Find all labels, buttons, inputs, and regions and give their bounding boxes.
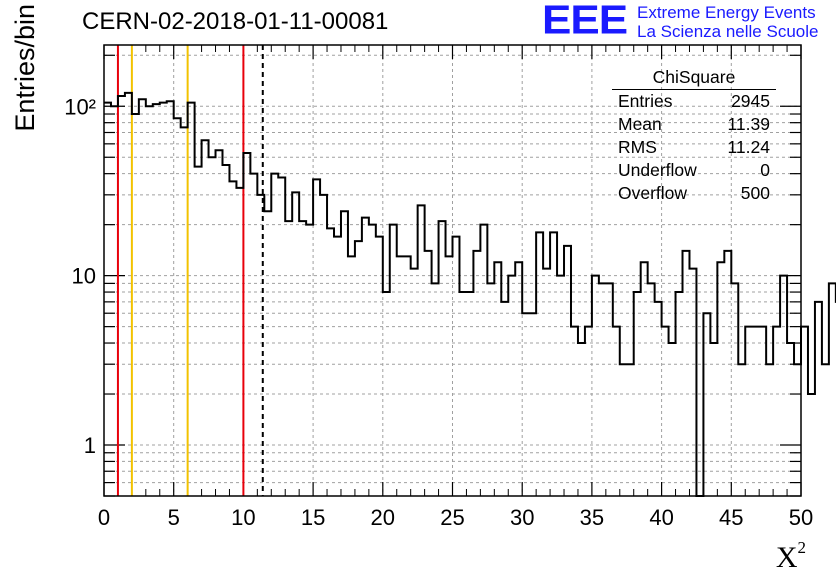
y-tick-label: 1 — [84, 433, 96, 458]
histogram-series — [104, 91, 836, 497]
plot-frame — [103, 44, 802, 497]
x-tick-label: 0 — [98, 505, 110, 530]
stats-title: ChiSquare — [612, 66, 776, 90]
stats-row-value: 11.39 — [727, 114, 771, 134]
stats-row-label: Mean — [618, 114, 662, 134]
x-tick-label: 50 — [789, 505, 813, 530]
stats-row: Mean 11.39 — [612, 113, 776, 136]
stats-row-value: 0 — [760, 160, 770, 180]
stats-row-value: 11.24 — [727, 137, 771, 157]
stats-row-label: Underflow — [618, 160, 697, 180]
stats-rows: Entries 2945 Mean 11.39 RMS 11.24 Underflow 0 Ov… — [612, 90, 776, 205]
stats-box: ChiSquare Entries 2945 Mean 11.39 RMS 11.24 Un… — [612, 66, 776, 205]
tick-labels: 0 5 10 15 20 25 30 35 40 45 50 1 10 10² — [64, 94, 813, 530]
x-axis-label-text: X — [775, 541, 798, 574]
y-tick-label: 10 — [72, 264, 96, 289]
x-tick-label: 40 — [649, 505, 673, 530]
plot-title: CERN-02-2018-01-11-00081 — [82, 8, 389, 35]
stats-row: Underflow 0 — [612, 159, 776, 182]
stats-row: Entries 2945 — [612, 90, 776, 113]
x-tick-label: 35 — [580, 505, 604, 530]
x-tick-label: 15 — [301, 505, 325, 530]
x-axis-label-superscript: 2 — [797, 538, 807, 557]
logo-caption-line1: Extreme Energy Events — [637, 3, 816, 22]
x-tick-label: 45 — [719, 505, 743, 530]
x-tick-label: 30 — [510, 505, 534, 530]
stats-row-value: 2945 — [731, 91, 770, 111]
x-tick-label: 5 — [168, 505, 180, 530]
stats-row-value: 500 — [740, 183, 770, 203]
x-tick-label: 10 — [231, 505, 255, 530]
eee-logo: EEE — [542, 0, 628, 43]
logo-caption-line2: La Scienza nelle Scuole — [637, 22, 819, 41]
stats-row: RMS 11.24 — [612, 136, 776, 159]
y-tick-label: 10² — [64, 94, 96, 119]
stats-row-label: Entries — [618, 91, 673, 111]
stats-row: Overflow 500 — [612, 182, 776, 205]
stats-row-label: Overflow — [618, 183, 688, 203]
x-axis-label: X2 — [776, 538, 806, 575]
x-tick-label: 20 — [371, 505, 395, 530]
stats-row-label: RMS — [618, 137, 657, 157]
x-tick-label: 25 — [440, 505, 464, 530]
axis-ticks — [103, 45, 802, 497]
